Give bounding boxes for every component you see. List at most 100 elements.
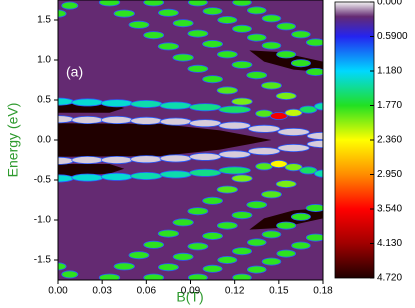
- level-spot: [143, 31, 165, 40]
- level-spot: [246, 6, 267, 15]
- level-spot: [143, 240, 165, 249]
- level-spot: [314, 102, 323, 111]
- level-spot: [276, 221, 297, 230]
- level-spot: [247, 124, 281, 133]
- colorbar-tick-label: 0.000: [377, 0, 402, 8]
- level-spot: [189, 103, 222, 112]
- level-spot: [71, 116, 104, 125]
- level-spot: [128, 251, 150, 260]
- level-spot: [261, 190, 282, 199]
- colorbar-tick-label: 1.770: [377, 100, 402, 111]
- level-spot: [305, 38, 323, 47]
- level-spot: [261, 14, 282, 23]
- x-tick-label: 0.12: [225, 286, 245, 297]
- level-spot: [217, 15, 238, 24]
- level-spot: [231, 97, 253, 106]
- level-spot: [189, 168, 222, 177]
- level-spot: [71, 155, 104, 164]
- level-spot: [130, 100, 163, 109]
- heatmap-region: [58, 123, 272, 157]
- level-spot: [232, 0, 252, 7]
- level-spot: [290, 59, 311, 68]
- level-spot: [305, 68, 323, 76]
- colorbar-tick-label: 4.720: [377, 273, 402, 284]
- level-spot: [314, 169, 323, 178]
- level-spot: [58, 262, 67, 271]
- level-spot: [291, 241, 311, 250]
- level-spot: [130, 155, 163, 164]
- level-spot: [159, 117, 192, 126]
- level-spot: [158, 8, 179, 17]
- level-spot: [275, 92, 297, 101]
- level-spot: [232, 24, 253, 33]
- level-spot: [261, 257, 282, 266]
- level-spot: [231, 174, 253, 183]
- colorbar: [334, 1, 375, 279]
- colorbar-tick-label: 4.130: [377, 238, 402, 249]
- level-spot: [291, 30, 311, 39]
- level-spot: [299, 166, 318, 175]
- y-tick-label: 1.0: [37, 55, 51, 66]
- level-spot: [218, 166, 251, 175]
- level-spot: [299, 105, 318, 114]
- x-tick-label: 0.15: [269, 286, 289, 297]
- level-spot: [218, 150, 251, 159]
- level-spot: [128, 20, 150, 29]
- y-axis-title: Energy (eV): [5, 103, 21, 178]
- level-spot: [284, 163, 303, 172]
- y-tick-label: 1.5: [37, 15, 51, 26]
- level-spot: [269, 159, 288, 168]
- level-spot: [232, 273, 252, 280]
- level-spot: [187, 273, 208, 280]
- level-spot: [216, 50, 238, 59]
- level-spot: [275, 179, 297, 188]
- level-spot: [231, 60, 253, 69]
- level-spot: [305, 204, 323, 212]
- level-spot: [172, 53, 194, 62]
- level-spot: [61, 270, 79, 279]
- level-spot: [71, 173, 104, 182]
- level-spot: [202, 40, 223, 49]
- x-axis-title: B(T): [176, 289, 203, 305]
- level-spot: [61, 1, 79, 10]
- level-spot: [157, 229, 180, 238]
- level-spot: [246, 265, 267, 274]
- level-spot: [246, 238, 267, 247]
- level-spot: [247, 147, 281, 156]
- level-spot: [277, 127, 310, 136]
- level-spot: [100, 172, 134, 181]
- level-spot: [100, 155, 134, 164]
- level-spot: [100, 116, 134, 125]
- level-spot: [157, 42, 180, 51]
- level-spot: [202, 196, 223, 205]
- y-tick-label: -1.5: [34, 255, 52, 266]
- level-spot: [216, 185, 238, 194]
- y-tick-label: 0.0: [37, 135, 51, 146]
- level-spot: [187, 0, 208, 7]
- level-spot: [284, 108, 303, 117]
- annotation: (a): [66, 64, 83, 80]
- colorbar-tick-label: 0.5900: [377, 31, 408, 42]
- level-spot: [290, 212, 311, 221]
- level-spot: [113, 9, 135, 18]
- level-spot: [98, 273, 121, 280]
- level-spot: [246, 71, 268, 80]
- level-spot: [218, 121, 251, 130]
- level-spot: [159, 170, 192, 179]
- level-spot: [187, 64, 209, 73]
- level-spot: [113, 262, 135, 271]
- plot-area: [58, 0, 323, 280]
- level-spot: [202, 75, 223, 84]
- x-tick-label: 0.03: [92, 286, 112, 297]
- level-spot: [187, 29, 209, 38]
- level-spot: [261, 41, 282, 50]
- level-spot: [172, 218, 194, 227]
- level-spot: [261, 230, 282, 239]
- x-tick-label: 0.06: [137, 286, 157, 297]
- level-spot: [218, 105, 251, 114]
- level-spot: [276, 249, 296, 258]
- level-spot: [143, 273, 165, 280]
- level-spot: [277, 143, 310, 152]
- level-spot: [231, 211, 253, 220]
